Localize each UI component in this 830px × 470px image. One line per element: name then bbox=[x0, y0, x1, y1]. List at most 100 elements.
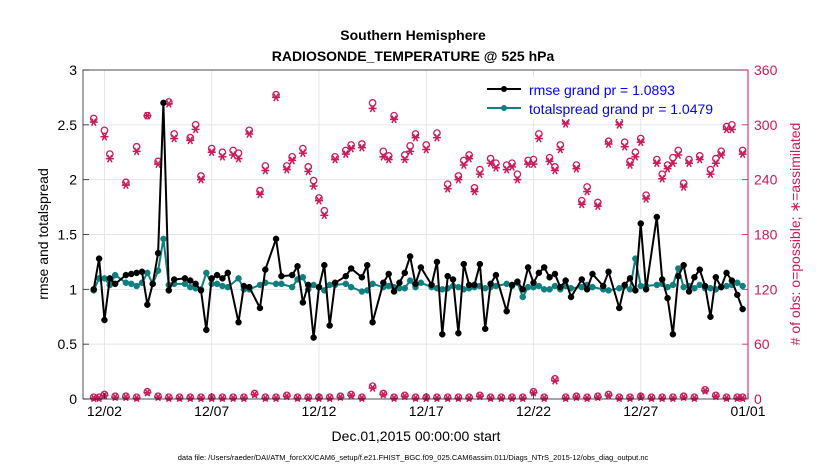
obs-assimilated-bottom-row--point-42 bbox=[529, 388, 538, 397]
obs-assimilated-bottom-row--point-7 bbox=[154, 393, 163, 402]
obs-assimilated-bottom-row--point-53 bbox=[647, 394, 656, 403]
rmse-point-14 bbox=[170, 276, 178, 283]
obs-assimilated-bottom-row--point-14 bbox=[229, 394, 238, 403]
obs-possible-bottom-row--point-38 bbox=[486, 393, 495, 402]
x-tick-label-1: 12/07 bbox=[194, 403, 229, 419]
obs-possible-bottom-row--point-41 bbox=[518, 393, 527, 402]
obs-assimilated-point-76 bbox=[695, 155, 704, 164]
obs-assimilated-point-68 bbox=[642, 194, 651, 203]
y-tick-label-right-3: 180 bbox=[754, 227, 778, 243]
obs-assimilated-bottom-row--point-13 bbox=[218, 394, 227, 403]
obs-assimilated-bottom-row--point-21 bbox=[304, 394, 313, 403]
rmse-point-22 bbox=[219, 275, 226, 282]
rmse-point-105 bbox=[734, 291, 741, 299]
obs-assimilated-point-46 bbox=[486, 159, 495, 168]
obs-assimilated-bottom-row--point-3 bbox=[111, 393, 120, 402]
rmse-point-94 bbox=[675, 272, 682, 280]
obs-assimilated-point-53 bbox=[534, 134, 543, 143]
obs-assimilated-point-29 bbox=[347, 144, 356, 153]
totalspread-point-72 bbox=[535, 282, 543, 290]
rmse-point-83 bbox=[605, 268, 612, 276]
obs-assimilated-point-49 bbox=[508, 162, 517, 171]
rmse-point-72 bbox=[535, 269, 543, 277]
rmse-point-54 bbox=[433, 258, 441, 266]
obs-assimilated-point-24 bbox=[309, 182, 318, 191]
rmse-point-30 bbox=[278, 272, 285, 280]
obs-possible-point-50 bbox=[513, 170, 522, 179]
totalspread-point-103 bbox=[723, 282, 730, 290]
rmse-point-80 bbox=[583, 286, 591, 293]
obs-assimilated-point-35 bbox=[400, 155, 409, 164]
y-tick-label-left-6: 3 bbox=[69, 62, 77, 78]
obs-assimilated-point-15 bbox=[234, 154, 243, 163]
obs-possible-bottom-row--point-13 bbox=[218, 393, 227, 402]
obs-assimilated-point-23 bbox=[304, 167, 313, 176]
rmse-point-6 bbox=[128, 270, 135, 278]
obs-possible-bottom-row--point-20 bbox=[293, 393, 302, 402]
totalspread-point-75 bbox=[551, 282, 559, 290]
rmse-point-33 bbox=[299, 299, 307, 306]
totalspread-point-35 bbox=[310, 281, 317, 289]
rmse-point-44 bbox=[369, 318, 376, 326]
obs-possible-bottom-row--point-11 bbox=[197, 393, 205, 402]
obs-possible-bottom-row--point-51 bbox=[626, 393, 634, 402]
rmse-point-78 bbox=[567, 293, 575, 301]
obs-possible-bottom-row--point-29 bbox=[390, 393, 398, 402]
obs-possible-bottom-row--point-46 bbox=[572, 392, 581, 401]
obs-assimilated-point-26 bbox=[320, 211, 329, 220]
obs-assimilated-point-81 bbox=[727, 125, 736, 134]
obs-possible-bottom-row--point-16 bbox=[250, 389, 259, 398]
obs-assimilated-bottom-row--point-28 bbox=[379, 390, 388, 399]
rmse-point-20 bbox=[208, 275, 215, 282]
rmse-point-11 bbox=[154, 249, 162, 257]
rmse-point-66 bbox=[503, 308, 510, 315]
rmse-point-101 bbox=[712, 274, 720, 281]
totalspread-point-15 bbox=[181, 280, 189, 288]
obs-assimilated-bottom-row--point-29 bbox=[390, 394, 399, 403]
rmse-point-26 bbox=[246, 283, 253, 291]
totalspread-point-7 bbox=[133, 282, 140, 290]
rmse-point-67 bbox=[508, 281, 516, 289]
legend-spread-marker bbox=[501, 105, 507, 111]
obs-assimilated-point-55 bbox=[550, 166, 559, 175]
obs-possible-bottom-row--point-56 bbox=[679, 392, 688, 401]
totalspread-point-73 bbox=[540, 286, 548, 293]
obs-possible-bottom-row--point-55 bbox=[669, 393, 677, 402]
obs-assimilated-point-33 bbox=[384, 155, 393, 164]
obs-assimilated-bottom-row--point-11 bbox=[196, 394, 205, 403]
totalspread-point-4 bbox=[111, 271, 119, 279]
obs-assimilated-bottom-row--point-46 bbox=[572, 393, 581, 402]
rmse-point-100 bbox=[707, 313, 714, 320]
rmse-point-61 bbox=[471, 281, 478, 289]
obs-assimilated-point-0 bbox=[89, 118, 98, 127]
rmse-point-60 bbox=[465, 281, 473, 289]
obs-assimilated-point-57 bbox=[561, 119, 570, 128]
legend-spread-label: totalspread grand pr = 1.0479 bbox=[529, 101, 713, 117]
rmse-point-93 bbox=[669, 331, 677, 338]
x-axis: 12/02 12/07 12/12 12/17 12/22 12/27 01/01 bbox=[87, 393, 766, 419]
obs-possible-bottom-row--point-10 bbox=[186, 393, 195, 402]
obs-possible-bottom-row--point-31 bbox=[411, 393, 420, 402]
rmse-point-56 bbox=[444, 272, 451, 280]
rmse-point-106 bbox=[739, 305, 746, 313]
rmse-point-53 bbox=[428, 281, 435, 289]
obs-assimilated-point-54 bbox=[545, 157, 554, 166]
obs-possible-point-24 bbox=[309, 176, 318, 185]
data-file-footnote: data file: /Users/raeder/DAI/ATM_forcXX/… bbox=[178, 453, 649, 462]
totalspread-point-74 bbox=[546, 286, 553, 293]
obs-assimilated-point-37 bbox=[411, 133, 420, 142]
obs-possible-bottom-row--point-47 bbox=[583, 393, 591, 402]
rmse-point-27 bbox=[256, 304, 264, 312]
obs-possible-bottom-row--point-0 bbox=[89, 393, 98, 402]
rmse-point-98 bbox=[696, 266, 703, 273]
obs-assimilated-bottom-row--point-48 bbox=[593, 393, 602, 402]
obs-assimilated-point-19 bbox=[272, 93, 281, 102]
totalspread-point-100 bbox=[707, 284, 714, 292]
rmse-point-86 bbox=[626, 275, 634, 282]
obs-assimilated-point-28 bbox=[341, 150, 350, 159]
rmse-point-59 bbox=[460, 260, 468, 268]
totalspread-point-83 bbox=[605, 287, 612, 294]
rmse-point-4 bbox=[111, 280, 119, 288]
totalspread-point-98 bbox=[696, 281, 703, 289]
rmse-point-64 bbox=[487, 280, 494, 288]
